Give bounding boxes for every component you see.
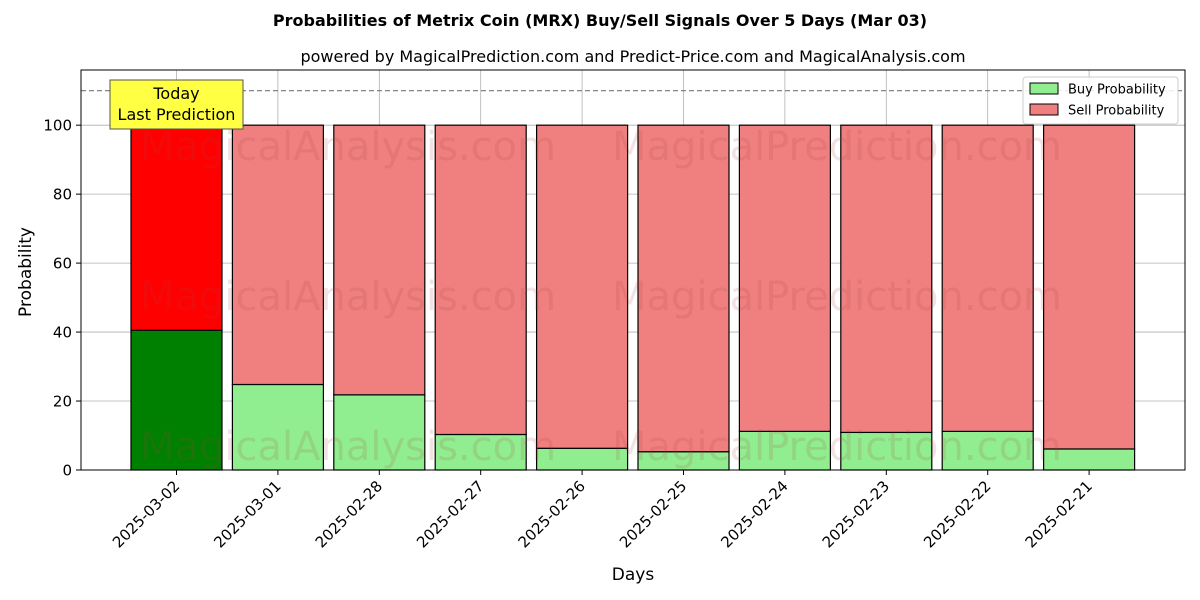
x-tick-label: 2025-02-25: [616, 477, 690, 551]
legend-label: Buy Probability: [1068, 83, 1166, 98]
annotation-text: Today: [152, 84, 199, 103]
today-annotation: Today Last Prediction: [109, 79, 244, 130]
sell-bar-2025-02-28: [333, 124, 426, 396]
watermark-text: MagicalAnalysis.com: [140, 274, 556, 320]
bars: [130, 124, 1136, 471]
sell-bar-2025-02-23: [840, 124, 933, 434]
x-tick-label: 2025-02-23: [819, 477, 893, 551]
x-tick-label: 2025-02-24: [717, 477, 791, 551]
sell-bar-2025-02-25: [637, 124, 730, 453]
watermark-text: MagicalAnalysis.com: [140, 424, 556, 470]
sell-bar-2025-02-26: [535, 124, 629, 449]
legend: Buy Probability Sell Probability: [1022, 76, 1179, 125]
x-tick-label: 2025-02-26: [515, 477, 589, 551]
buy-bar-2025-02-28: [333, 394, 426, 471]
plot-area: MagicalAnalysis.com MagicalPrediction.com…: [43, 69, 1186, 551]
chart-subtitle: powered by MagicalPrediction.com and Pre…: [300, 47, 965, 66]
sell-bar-2025-02-24: [738, 124, 832, 432]
buy-bar-2025-02-24: [738, 430, 832, 471]
y-axis-ticks: 0 20 40 60 80 100: [43, 117, 81, 480]
watermarks: MagicalAnalysis.com MagicalPrediction.com…: [140, 124, 1062, 470]
x-tick-label: 2025-02-28: [312, 477, 386, 551]
watermark-text: MagicalPrediction.com: [612, 424, 1062, 470]
y-tick-label: 20: [53, 393, 72, 411]
x-tick-label: 2025-02-22: [920, 477, 994, 551]
sell-bar-2025-02-21: [1042, 124, 1136, 450]
y-axis-label: Probability: [16, 227, 36, 317]
y-tick-label: 40: [53, 324, 72, 342]
legend-swatch: [1029, 103, 1059, 116]
buy-bar-2025-02-23: [840, 431, 933, 471]
buy-bar-2025-02-22: [941, 430, 1034, 471]
plot-frame: [80, 69, 1186, 471]
x-axis-ticks: 2025-03-02 2025-03-01 2025-02-28 2025-02-27…: [109, 470, 1096, 551]
x-tick-label: 2025-02-21: [1022, 477, 1096, 551]
sell-bar-2025-03-02: [130, 124, 223, 331]
sell-bar-2025-03-01: [231, 124, 324, 386]
y-tick-label: 0: [62, 462, 72, 480]
y-tick-label: 60: [53, 255, 72, 273]
buy-bar-2025-03-02: [130, 329, 223, 471]
sell-bar-2025-02-22: [941, 124, 1034, 432]
chart-title: Probabilities of Metrix Coin (MRX) Buy/S…: [273, 11, 927, 30]
y-tick-label: 100: [43, 117, 72, 135]
x-axis-label: Days: [612, 565, 655, 585]
watermark-text: MagicalPrediction.com: [612, 274, 1062, 320]
legend-box: [1022, 76, 1179, 125]
legend-swatch: [1029, 82, 1059, 95]
y-tick-label: 80: [53, 186, 72, 204]
x-tick-label: 2025-03-01: [210, 477, 284, 551]
legend-label: Sell Probability: [1068, 104, 1165, 119]
x-tick-label: 2025-03-02: [109, 477, 183, 551]
sell-bar-2025-02-27: [434, 124, 527, 436]
watermark-text: MagicalPrediction.com: [612, 124, 1062, 170]
watermark-text: MagicalAnalysis.com: [140, 124, 556, 170]
annotation-box: [109, 79, 244, 130]
x-tick-label: 2025-02-27: [413, 477, 487, 551]
annotation-text: Last Prediction: [118, 105, 236, 124]
